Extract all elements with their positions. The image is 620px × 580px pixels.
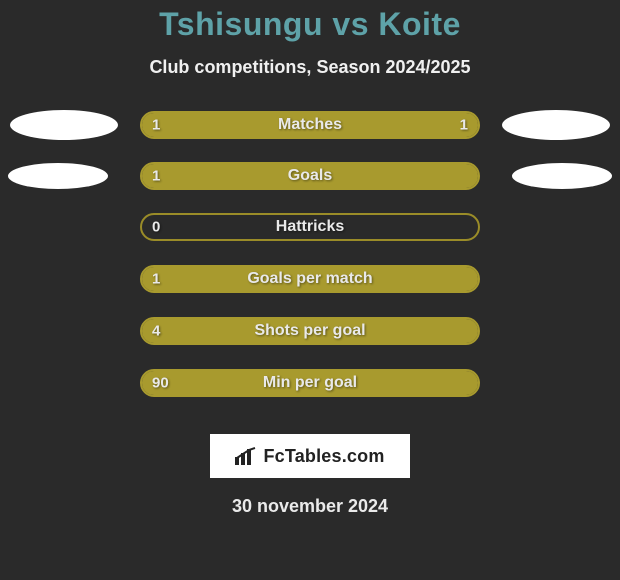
stat-bar: 90 Min per goal bbox=[140, 369, 480, 397]
stat-bar: 1 Goals per match bbox=[140, 265, 480, 293]
snapshot-date: 30 november 2024 bbox=[232, 496, 388, 517]
site-logo: FcTables.com bbox=[210, 434, 410, 478]
spacer bbox=[10, 316, 118, 346]
spacer bbox=[502, 264, 610, 294]
spacer bbox=[10, 212, 118, 242]
stat-label: Min per goal bbox=[263, 374, 357, 392]
stat-row: 1 Goals per match bbox=[0, 264, 620, 294]
stat-label: Hattricks bbox=[276, 218, 344, 236]
stat-row: 1 Matches 1 bbox=[0, 110, 620, 140]
stat-label: Goals bbox=[288, 167, 332, 185]
spacer bbox=[10, 368, 118, 398]
stat-row: 4 Shots per goal bbox=[0, 316, 620, 346]
comparison-title: Tshisungu vs Koite bbox=[159, 6, 461, 43]
player-right-marker bbox=[512, 163, 612, 189]
chart-icon bbox=[235, 447, 257, 465]
comparison-subtitle: Club competitions, Season 2024/2025 bbox=[149, 57, 470, 78]
stats-container: 1 Matches 1 1 Goals 0 Hattricks 1 Goals per matc… bbox=[0, 110, 620, 420]
spacer bbox=[502, 212, 610, 242]
stat-row: 90 Min per goal bbox=[0, 368, 620, 398]
stat-row: 1 Goals bbox=[0, 162, 620, 190]
stat-value-left: 4 bbox=[152, 323, 160, 340]
stat-value-left: 1 bbox=[152, 168, 160, 185]
logo-text: FcTables.com bbox=[263, 446, 384, 467]
stat-value-left: 0 bbox=[152, 219, 160, 236]
stat-bar: 1 Matches 1 bbox=[140, 111, 480, 139]
spacer bbox=[502, 316, 610, 346]
stat-bar: 4 Shots per goal bbox=[140, 317, 480, 345]
player-right-marker bbox=[502, 110, 610, 140]
stat-bar: 1 Goals bbox=[140, 162, 480, 190]
stat-row: 0 Hattricks bbox=[0, 212, 620, 242]
stat-value-left: 1 bbox=[152, 271, 160, 288]
player-left-marker bbox=[8, 163, 108, 189]
spacer bbox=[502, 368, 610, 398]
stat-value-left: 90 bbox=[152, 375, 169, 392]
spacer bbox=[10, 264, 118, 294]
stat-value-left: 1 bbox=[152, 117, 160, 134]
stat-label: Goals per match bbox=[247, 270, 372, 288]
stat-bar: 0 Hattricks bbox=[140, 213, 480, 241]
stat-label: Matches bbox=[278, 116, 342, 134]
player-left-marker bbox=[10, 110, 118, 140]
stat-label: Shots per goal bbox=[254, 322, 365, 340]
stat-value-right: 1 bbox=[460, 117, 468, 134]
